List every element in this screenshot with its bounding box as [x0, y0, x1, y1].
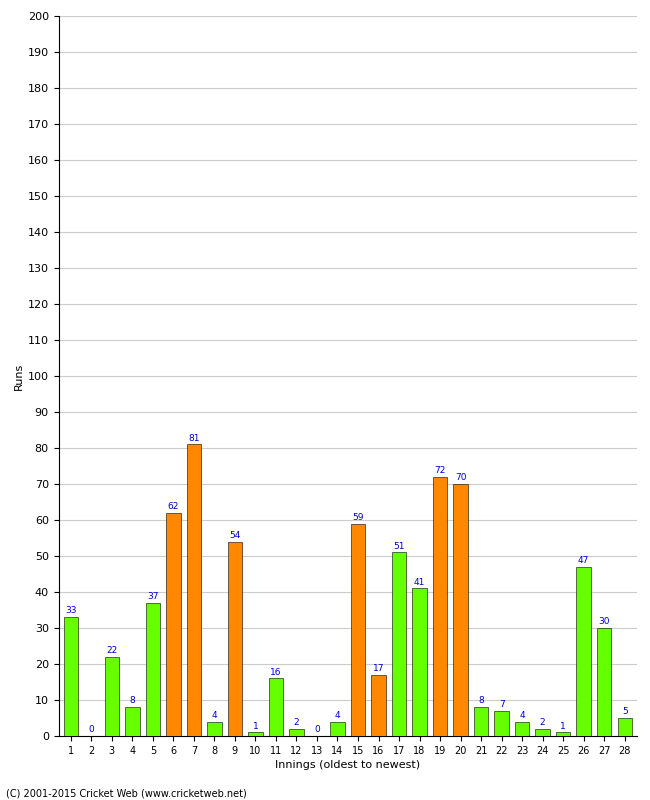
Text: 62: 62	[168, 502, 179, 511]
Bar	[268, 678, 283, 736]
Text: 2: 2	[294, 718, 299, 727]
Text: 54: 54	[229, 531, 240, 540]
Bar	[556, 733, 570, 736]
Text: 17: 17	[372, 664, 384, 673]
Text: 37: 37	[147, 592, 159, 601]
Text: (C) 2001-2015 Cricket Web (www.cricketweb.net): (C) 2001-2015 Cricket Web (www.cricketwe…	[6, 788, 247, 798]
Text: 59: 59	[352, 513, 364, 522]
Bar	[248, 733, 263, 736]
Text: 41: 41	[414, 578, 425, 586]
Text: 30: 30	[599, 618, 610, 626]
Text: 8: 8	[129, 696, 135, 706]
Text: 33: 33	[65, 606, 77, 615]
Text: 47: 47	[578, 556, 590, 565]
Y-axis label: Runs: Runs	[14, 362, 23, 390]
Text: 1: 1	[560, 722, 566, 730]
X-axis label: Innings (oldest to newest): Innings (oldest to newest)	[275, 760, 421, 770]
Bar	[474, 707, 488, 736]
Bar	[536, 729, 550, 736]
Bar	[371, 675, 385, 736]
Bar	[515, 722, 529, 736]
Bar	[577, 566, 591, 736]
Text: 72: 72	[434, 466, 446, 475]
Text: 7: 7	[499, 700, 504, 709]
Text: 70: 70	[455, 474, 466, 482]
Bar	[105, 657, 119, 736]
Text: 4: 4	[519, 711, 525, 720]
Bar	[412, 589, 427, 736]
Text: 81: 81	[188, 434, 200, 442]
Bar	[330, 722, 344, 736]
Bar	[454, 484, 468, 736]
Bar	[146, 603, 160, 736]
Text: 0: 0	[314, 726, 320, 734]
Bar	[207, 722, 222, 736]
Bar	[495, 711, 509, 736]
Text: 5: 5	[622, 707, 627, 716]
Text: 51: 51	[393, 542, 405, 550]
Bar	[597, 628, 612, 736]
Bar	[125, 707, 140, 736]
Text: 4: 4	[335, 711, 341, 720]
Bar	[166, 513, 181, 736]
Bar	[392, 553, 406, 736]
Text: 22: 22	[106, 646, 118, 655]
Bar	[618, 718, 632, 736]
Text: 0: 0	[88, 726, 94, 734]
Bar	[187, 444, 201, 736]
Bar	[289, 729, 304, 736]
Bar	[433, 477, 447, 736]
Text: 16: 16	[270, 667, 281, 677]
Text: 2: 2	[540, 718, 545, 727]
Bar	[64, 618, 78, 736]
Text: 1: 1	[253, 722, 258, 730]
Text: 8: 8	[478, 696, 484, 706]
Bar	[351, 524, 365, 736]
Bar	[227, 542, 242, 736]
Text: 4: 4	[212, 711, 217, 720]
